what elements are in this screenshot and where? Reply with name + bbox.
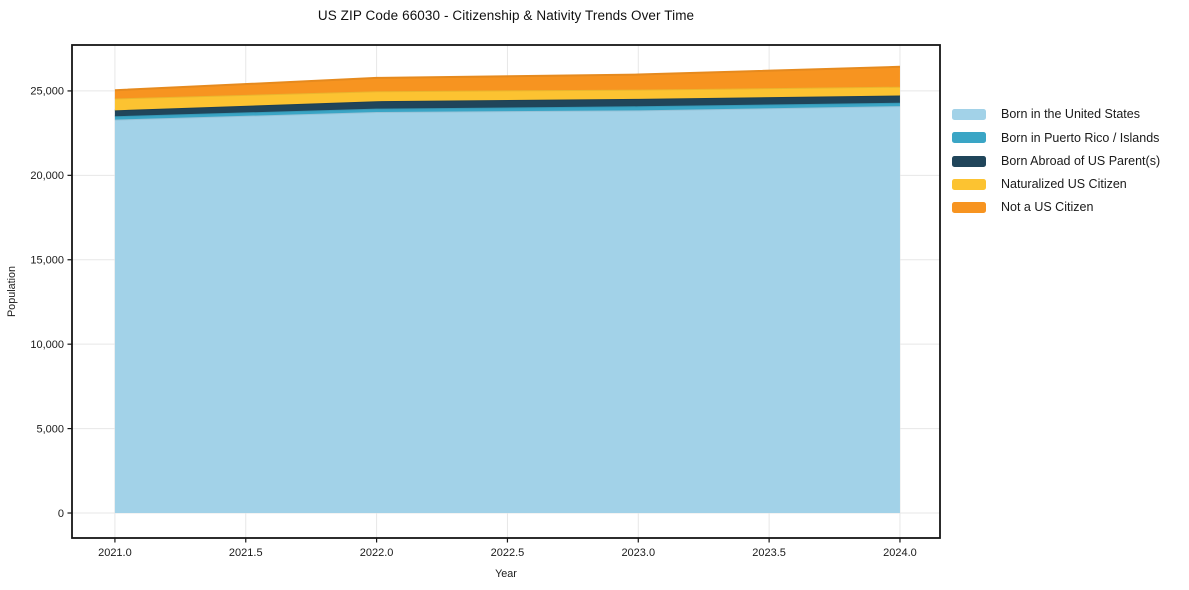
legend-swatch-icon xyxy=(952,109,986,121)
legend-swatch-icon xyxy=(952,202,986,214)
area-naturalized-us-citizen xyxy=(114,86,900,111)
area-born-abroad-of-us-parent-s xyxy=(114,95,900,117)
legend-swatch-icon xyxy=(952,132,986,144)
y-tick-label: 0 xyxy=(58,508,64,520)
chart-title: US ZIP Code 66030 - Citizenship & Nativi… xyxy=(317,8,695,23)
legend-item-not-a-us-citizen[interactable]: Not a US Citizen xyxy=(952,196,1160,219)
y-tick-label: 20,000 xyxy=(30,170,64,182)
legend: Born in the United States Born in Puerto … xyxy=(952,103,1160,219)
legend-label: Born in the United States xyxy=(1001,107,1140,122)
legend-item-born-in-puerto-rico-islands[interactable]: Born in Puerto Rico / Islands xyxy=(952,126,1160,149)
x-tick-label: 2023.0 xyxy=(621,547,655,559)
y-tick-label: 15,000 xyxy=(30,255,64,267)
legend-swatch-icon xyxy=(952,178,986,190)
legend-item-naturalized-us-citizen[interactable]: Naturalized US Citizen xyxy=(952,173,1160,196)
area-line-not-a-us-citizen xyxy=(114,65,900,92)
x-tick-label: 2022.0 xyxy=(360,547,394,559)
y-tick-label: 5,000 xyxy=(36,423,64,435)
plot-border xyxy=(71,44,941,539)
legend-label: Born in Puerto Rico / Islands xyxy=(1001,130,1160,145)
legend-label: Born Abroad of US Parent(s) xyxy=(1001,153,1161,168)
legend-item-born-abroad-of-us-parent-s[interactable]: Born Abroad of US Parent(s) xyxy=(952,150,1160,173)
x-tick-label: 2023.5 xyxy=(752,547,786,559)
y-tick-label: 25,000 xyxy=(30,86,64,98)
x-axis-title: Year xyxy=(495,568,517,580)
y-tick-label: 10,000 xyxy=(30,339,64,351)
area-born-in-the-united-states xyxy=(114,106,900,514)
x-tick-label: 2021.0 xyxy=(98,547,132,559)
area-not-a-us-citizen xyxy=(114,66,900,99)
area-born-in-puerto-rico-islands xyxy=(114,102,900,120)
y-axis-title: Population xyxy=(6,266,18,317)
x-tick-label: 2024.0 xyxy=(883,547,917,559)
legend-swatch-icon xyxy=(952,155,986,167)
x-tick-label: 2021.5 xyxy=(229,547,263,559)
legend-label: Naturalized US Citizen xyxy=(1001,177,1127,192)
legend-item-born-in-the-united-states[interactable]: Born in the United States xyxy=(952,103,1160,126)
legend-label: Not a US Citizen xyxy=(1001,200,1094,215)
x-tick-label: 2022.5 xyxy=(491,547,525,559)
